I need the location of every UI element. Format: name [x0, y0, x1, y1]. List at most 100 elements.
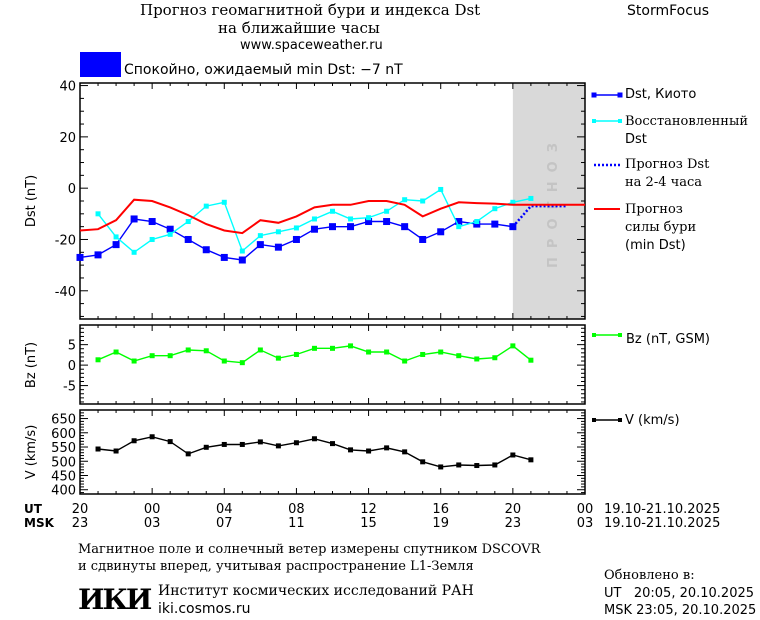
data-point [366, 215, 372, 221]
y-tick-label: -40 [55, 285, 76, 300]
forecast-band-label: ПРОГНОЗ [546, 134, 561, 268]
ut-range: 19.10-21.10.2025 [604, 502, 721, 517]
data-point [311, 345, 317, 351]
data-point [348, 216, 354, 222]
data-point [384, 445, 390, 451]
msk-tick-label: 23 [71, 516, 89, 531]
ut-tick-label: 00 [143, 502, 161, 517]
data-point [203, 203, 209, 209]
data-point [474, 219, 480, 225]
data-point [94, 251, 102, 259]
y-tick-label: -5 [63, 380, 76, 395]
data-point [366, 448, 372, 454]
data-point [95, 211, 101, 217]
updated-label: Обновлено в: [604, 568, 695, 583]
data-point [221, 358, 227, 364]
data-point [293, 440, 299, 446]
y-tick-label: 20 [59, 131, 76, 146]
y-tick-label: 5 [68, 339, 76, 354]
y-tick-label: 600 [51, 427, 76, 442]
data-point [131, 249, 137, 255]
data-point [167, 439, 173, 445]
institute-name: Институт космических исследований РАН [158, 583, 474, 599]
ut-tick-label: 16 [432, 502, 449, 517]
series-line-2-0 [97, 436, 532, 468]
data-point [256, 241, 264, 249]
msk-tick-label: 11 [288, 516, 305, 531]
data-point [149, 434, 155, 440]
data-point [238, 256, 246, 264]
legend-forecast-1: Прогноз Dst [625, 157, 710, 172]
data-point [220, 253, 228, 261]
institute-url[interactable]: iki.cosmos.ru [158, 601, 251, 617]
y-tick-label: 550 [51, 441, 76, 456]
data-point [221, 199, 227, 205]
data-point [492, 355, 498, 361]
data-point [330, 208, 335, 214]
chart-title-line2: на ближайшие часы [218, 19, 380, 37]
msk-tick-label: 03 [576, 516, 594, 531]
data-point [131, 438, 137, 444]
footer-note-2: и сдвинуты вперед, учитывая распростране… [78, 559, 474, 574]
msk-tick-label: 15 [360, 516, 377, 531]
data-point [203, 444, 209, 450]
data-point [473, 220, 481, 228]
data-point [310, 225, 318, 233]
data-point [185, 219, 191, 225]
ut-tick-label: 08 [288, 502, 305, 517]
msk-tick-label: 07 [216, 516, 233, 531]
data-point [76, 253, 84, 261]
updated-ut: UT 20:05, 20.10.2025 [604, 586, 755, 601]
data-point [456, 353, 462, 359]
y-axis-label: V (km/s) [24, 425, 39, 480]
data-point [528, 357, 534, 363]
data-point [95, 357, 101, 363]
data-point [401, 223, 409, 231]
data-point [113, 234, 119, 240]
legend-storm-2: силы бури [625, 220, 697, 235]
data-point [455, 218, 463, 226]
legend-restored-1: Восстановленный [625, 114, 748, 129]
y-tick-label: 0 [68, 182, 76, 197]
data-point [420, 198, 426, 204]
data-point [420, 459, 426, 465]
legend-dst-kyoto: Dst, Киото [625, 87, 697, 102]
data-point [365, 218, 373, 226]
legend-v-marker [592, 418, 596, 422]
series-line-0-3 [79, 198, 585, 235]
data-point [492, 462, 498, 468]
data-point [167, 231, 173, 237]
data-point [311, 436, 317, 442]
site-url[interactable]: www.spaceweather.ru [240, 38, 383, 53]
data-point [348, 343, 354, 349]
data-point [148, 218, 156, 226]
data-point [275, 443, 281, 449]
ut-label: UT [24, 502, 42, 516]
legend-storm-1: Прогноз [625, 202, 683, 217]
data-point [402, 197, 408, 203]
data-point [402, 358, 408, 364]
ut-tick-label: 04 [216, 502, 233, 517]
data-point [474, 463, 480, 469]
msk-range: 19.10-21.10.2025 [604, 516, 721, 531]
data-point [275, 355, 281, 361]
data-point [202, 246, 210, 254]
status-text: Спокойно, ожидаемый min Dst: −7 nT [124, 62, 403, 78]
data-point [239, 360, 245, 366]
data-point [348, 447, 354, 453]
y-axis-label: Bz (nT) [24, 342, 39, 388]
data-point [275, 229, 281, 235]
data-point [293, 225, 299, 231]
brand-label: StormFocus [627, 3, 710, 19]
legend-bz-marker [592, 333, 596, 337]
legend-restored-marker [618, 119, 622, 123]
data-point [383, 218, 391, 226]
data-point [437, 228, 445, 236]
msk-label: MSK [24, 516, 54, 530]
panel-1: 5 0 -5 Bz (nT) [24, 324, 586, 405]
legend-forecast-2: на 2-4 часа [625, 175, 702, 190]
data-point [311, 216, 317, 222]
data-point [491, 220, 499, 228]
y-axis-label: Dst (nT) [24, 175, 39, 227]
y-tick-label: 40 [59, 80, 76, 95]
